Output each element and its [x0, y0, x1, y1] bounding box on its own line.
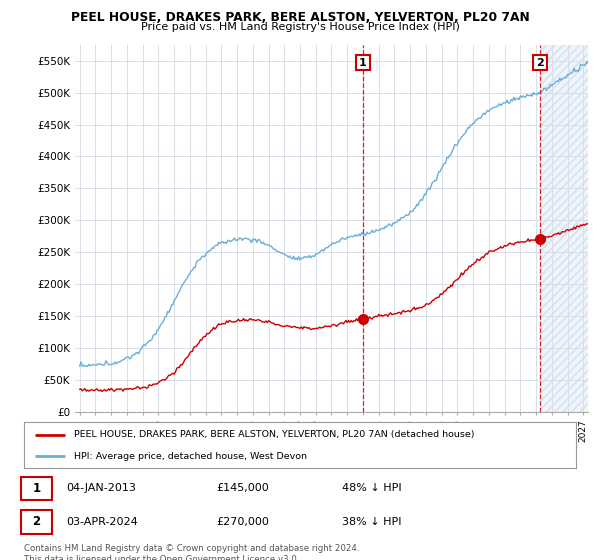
- Text: 38% ↓ HPI: 38% ↓ HPI: [342, 517, 401, 527]
- Text: HPI: Average price, detached house, West Devon: HPI: Average price, detached house, West…: [74, 451, 307, 461]
- Text: 2: 2: [536, 58, 544, 68]
- Text: £145,000: £145,000: [216, 483, 269, 493]
- Text: £270,000: £270,000: [216, 517, 269, 527]
- Text: 04-JAN-2013: 04-JAN-2013: [66, 483, 136, 493]
- Text: 1: 1: [359, 58, 367, 68]
- Text: Contains HM Land Registry data © Crown copyright and database right 2024.
This d: Contains HM Land Registry data © Crown c…: [24, 544, 359, 560]
- Text: 2: 2: [32, 515, 41, 529]
- Text: Price paid vs. HM Land Registry's House Price Index (HPI): Price paid vs. HM Land Registry's House …: [140, 22, 460, 32]
- Bar: [540, 45, 588, 412]
- Text: 03-APR-2024: 03-APR-2024: [66, 517, 138, 527]
- Text: PEEL HOUSE, DRAKES PARK, BERE ALSTON, YELVERTON, PL20 7AN (detached house): PEEL HOUSE, DRAKES PARK, BERE ALSTON, YE…: [74, 430, 474, 439]
- Text: 48% ↓ HPI: 48% ↓ HPI: [342, 483, 401, 493]
- Text: PEEL HOUSE, DRAKES PARK, BERE ALSTON, YELVERTON, PL20 7AN: PEEL HOUSE, DRAKES PARK, BERE ALSTON, YE…: [71, 11, 529, 24]
- Text: 1: 1: [32, 482, 41, 495]
